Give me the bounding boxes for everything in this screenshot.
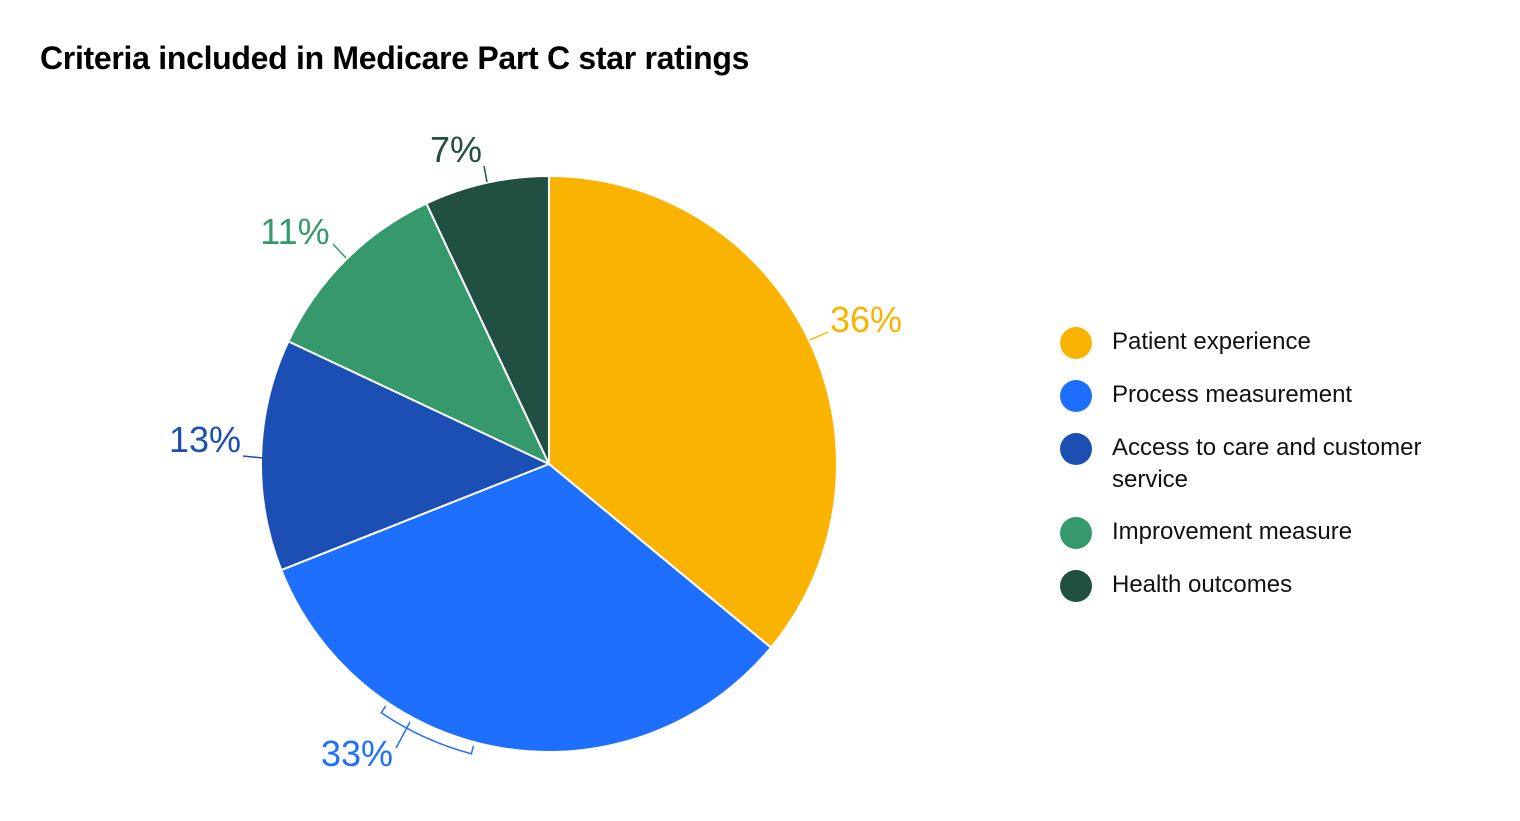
legend-swatch-icon <box>1060 380 1092 412</box>
legend-swatch-icon <box>1060 570 1092 602</box>
legend-label: Process measurement <box>1112 381 1353 408</box>
legend-item-improvement-measure: Improvement measure <box>1060 516 1480 549</box>
leader-lines <box>242 165 829 755</box>
pie-slice-process-measurement <box>280 463 772 753</box>
legend-label: Improvement measure <box>1112 518 1353 545</box>
pie-slice-access-to-care-and-customer-service <box>260 340 550 572</box>
legend-item-patient-experience: Patient experience <box>1060 326 1480 359</box>
legend-item-process-measurement: Process measurement <box>1060 379 1480 412</box>
legend-label: Access to care and customer service <box>1112 434 1422 493</box>
data-label-process-measurement: 33% <box>321 733 393 774</box>
leader-line-health-outcomes <box>483 165 488 183</box>
pie-slices <box>260 175 838 753</box>
pie-slice-improvement-measure <box>287 202 550 465</box>
legend: Patient experience Process measurement Acc… <box>1060 326 1480 622</box>
legend-swatch-icon <box>1060 433 1092 465</box>
percentage-labels: 36% 33% 13% 11% 7% <box>169 129 902 774</box>
leader-line-process-measurement <box>395 721 411 749</box>
data-label-patient-experience: 36% <box>830 299 902 340</box>
legend-item-access-to-care-and-customer-service: Access to care and customer service <box>1060 432 1480 496</box>
legend-label: Health outcomes <box>1112 571 1293 598</box>
data-label-improvement-measure: 11% <box>260 211 329 252</box>
pie-slice-health-outcomes <box>425 175 550 465</box>
legend-swatch-icon <box>1060 327 1092 359</box>
leader-line-patient-experience <box>809 331 829 341</box>
leader-line-access-to-care-and-customer-service <box>242 455 264 459</box>
chart-title: Criteria included in Medicare Part C sta… <box>40 40 750 76</box>
data-label-health-outcomes: 7% <box>430 129 482 170</box>
pie-slice-patient-experience <box>548 175 838 649</box>
data-label-access-to-care-and-customer-service: 13% <box>169 419 241 460</box>
leader-line-improvement-measure <box>332 243 347 259</box>
leader-bracket-process-measurement <box>380 705 475 755</box>
legend-item-health-outcomes: Health outcomes <box>1060 569 1480 602</box>
legend-swatch-icon <box>1060 517 1092 549</box>
legend-label: Patient experience <box>1112 328 1311 355</box>
